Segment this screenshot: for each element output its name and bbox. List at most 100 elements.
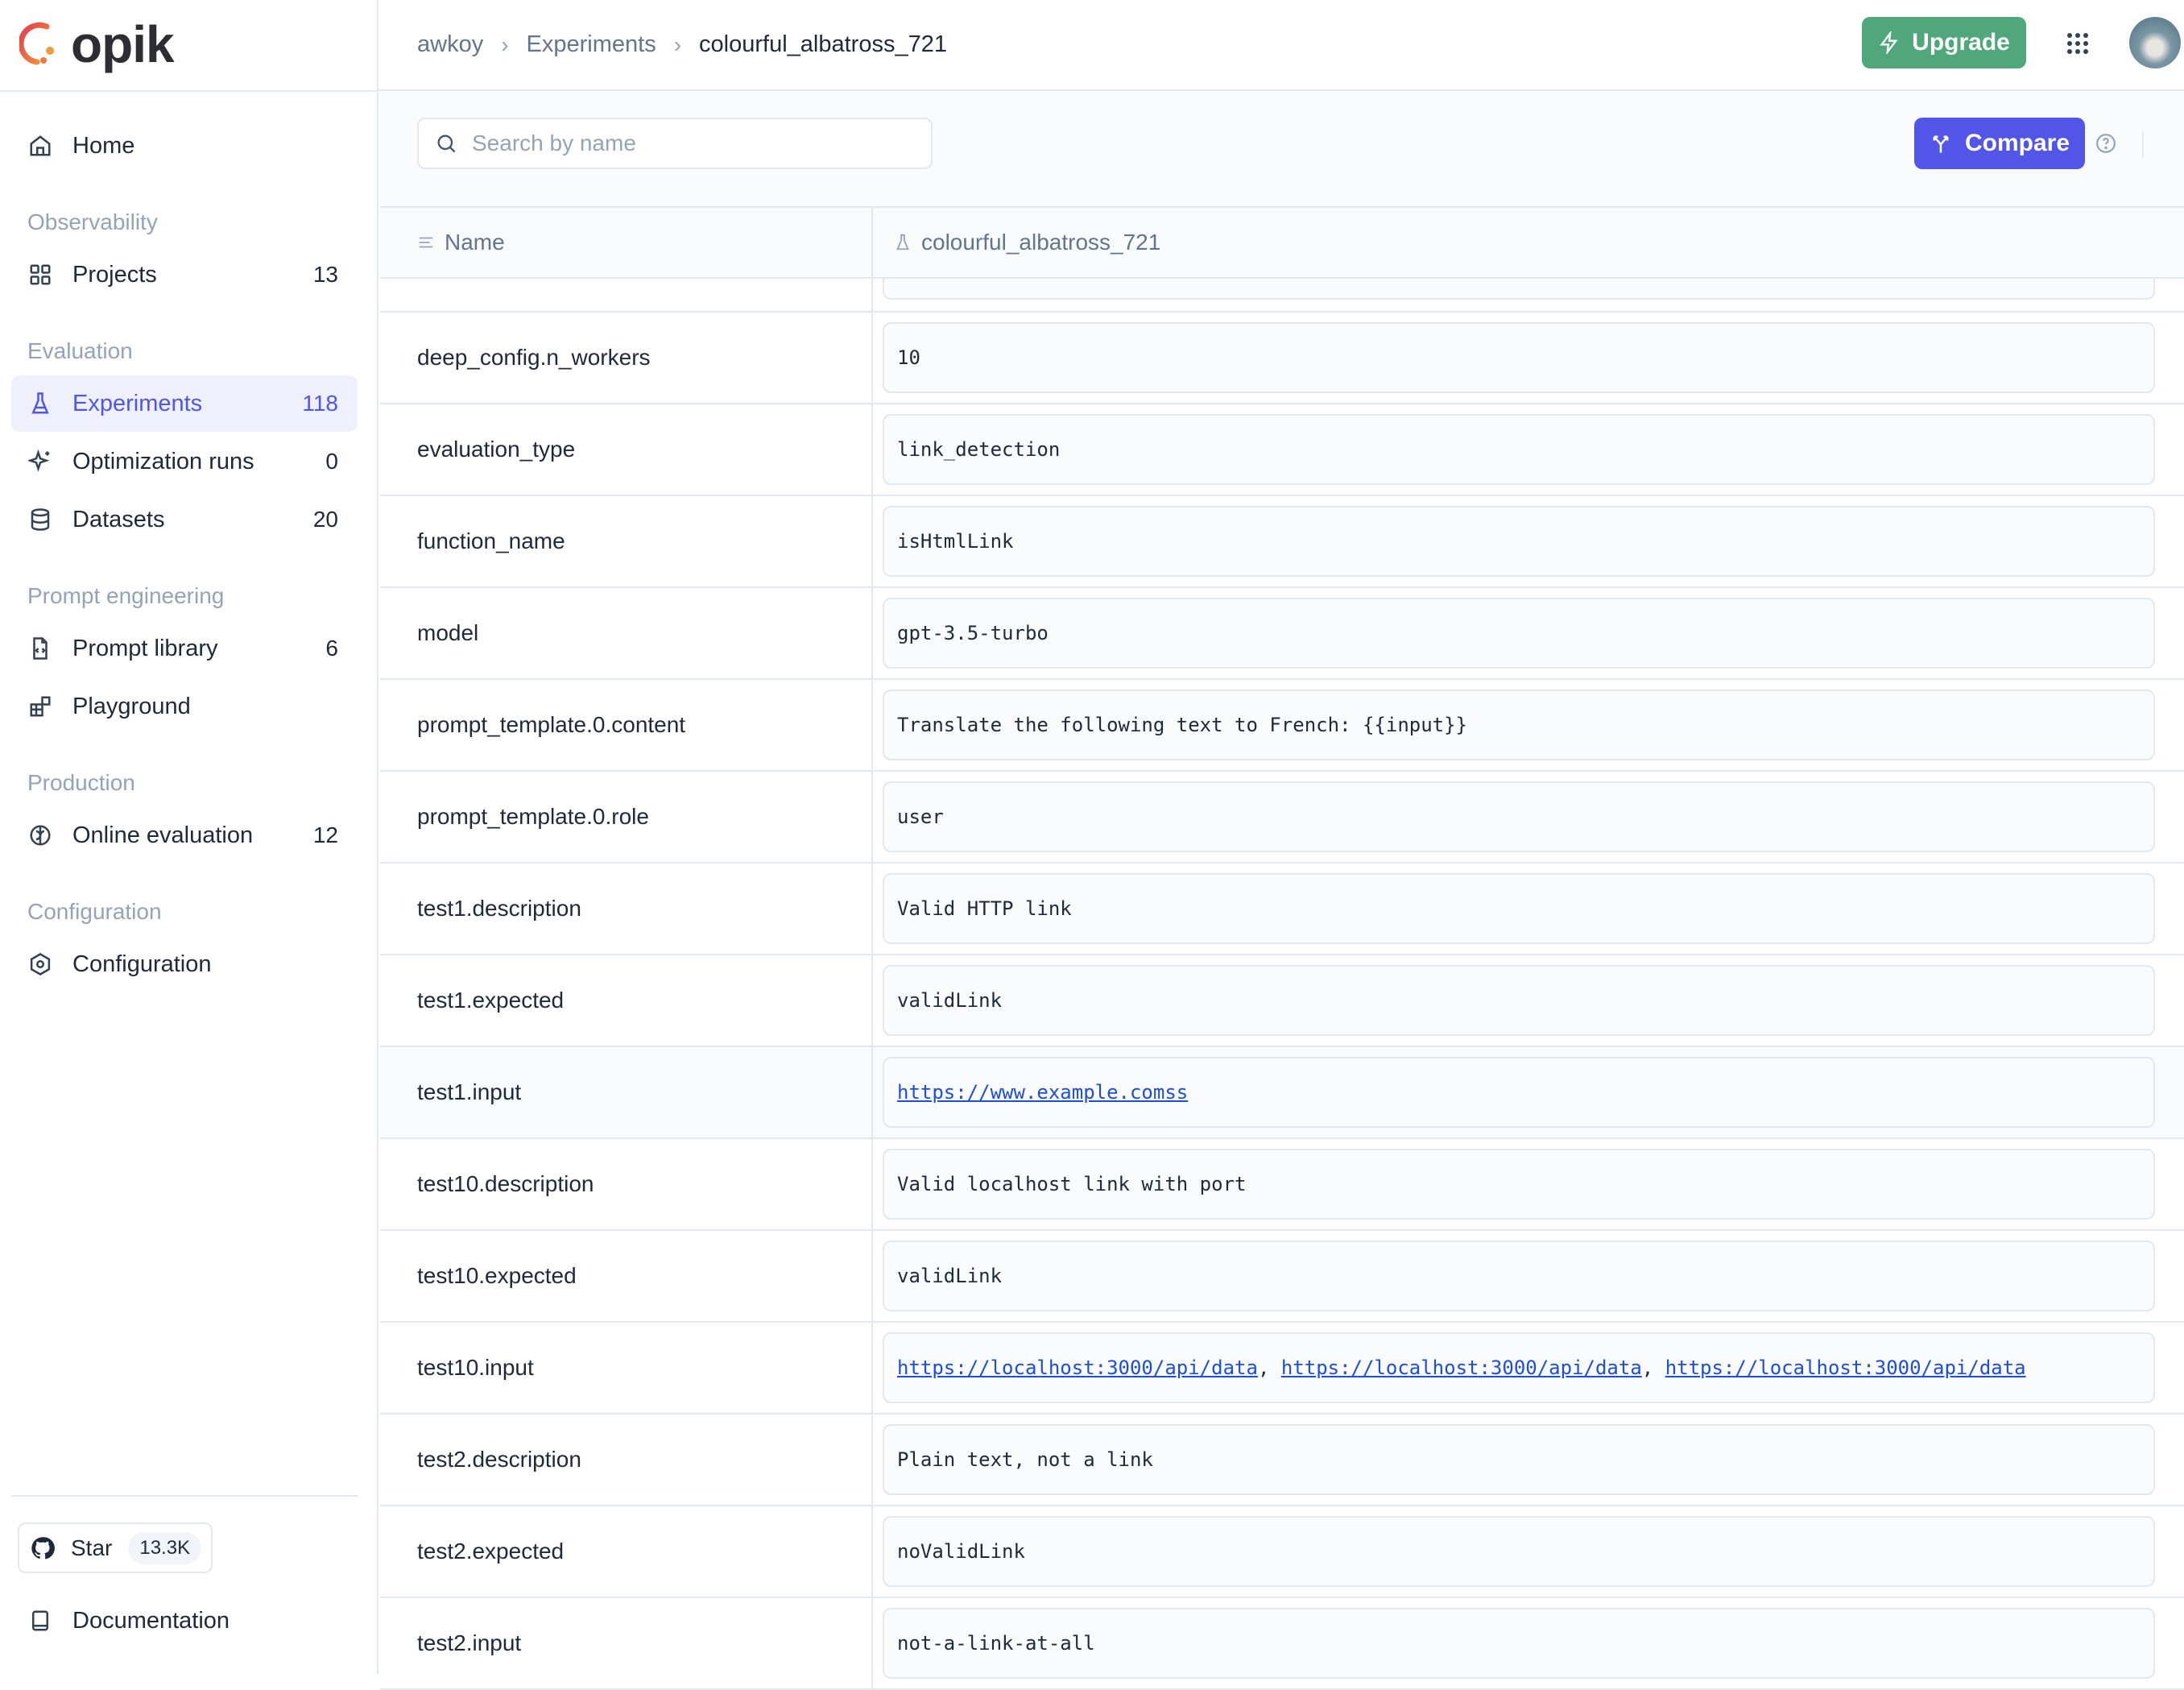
value-text: link_detection	[897, 438, 1061, 461]
sidebar-section-title: Evaluation	[27, 338, 133, 363]
table-body: deep_config.n_workers 10 evaluation_type li…	[380, 279, 2184, 1690]
table-row[interactable]: deep_config.n_workers 10	[380, 313, 2184, 404]
lightning-icon	[1880, 31, 1898, 54]
row-name: function_name	[380, 496, 873, 586]
divider	[11, 1495, 358, 1497]
column-header-experiment[interactable]: colourful_albatross_721	[873, 208, 1160, 277]
split-icon	[1933, 135, 1949, 153]
sidebar-item-label: Home	[72, 132, 135, 159]
file-code-icon	[27, 636, 53, 661]
row-name: prompt_template.0.role	[380, 772, 873, 862]
help-icon[interactable]	[2095, 133, 2116, 154]
value-box: Valid HTTP link	[883, 873, 2155, 944]
value-text: not-a-link-at-all	[897, 1632, 1095, 1655]
value-text: Translate the following text to French: …	[897, 714, 1468, 736]
grid-icon	[27, 262, 53, 288]
divider	[2142, 131, 2144, 157]
table-row[interactable]: test2.input not-a-link-at-all	[380, 1598, 2184, 1690]
table-row[interactable]: test10.description Valid localhost link w…	[380, 1139, 2184, 1231]
github-star-button[interactable]: Star 13.3K	[18, 1522, 213, 1573]
value-box: validLink	[883, 1241, 2155, 1311]
table-row[interactable]: test10.input https://localhost:3000/api/d…	[380, 1323, 2184, 1415]
compare-label: Compare	[1964, 130, 2070, 156]
blocks-icon	[27, 694, 53, 719]
column-header-label: colourful_albatross_721	[921, 230, 1161, 255]
value-text: user	[897, 806, 944, 828]
sparkles-icon	[27, 449, 53, 474]
column-header-name[interactable]: Name	[380, 208, 873, 277]
sidebar-item-home[interactable]: Home	[11, 118, 358, 174]
link-separator: ,	[1641, 1357, 1665, 1379]
github-icon	[31, 1536, 55, 1559]
value-link[interactable]: https://localhost:3000/api/data	[1280, 1357, 1642, 1379]
breadcrumb-experiments[interactable]: Experiments	[526, 31, 656, 57]
table-row[interactable]: model gpt-3.5-turbo	[380, 588, 2184, 680]
table-row[interactable]: test1.input https://www.example.comss	[380, 1047, 2184, 1139]
row-name: prompt_template.0.content	[380, 680, 873, 770]
table-row[interactable]: test1.description Valid HTTP link	[380, 864, 2184, 955]
sidebar-item-configuration[interactable]: Configuration	[11, 936, 358, 992]
compare-button[interactable]: Compare	[1914, 118, 2085, 169]
value-text: 10	[897, 346, 920, 369]
star-count: 13.3K	[128, 1531, 202, 1564]
sidebar: opik Home Observability Projects 13 Evaluat…	[0, 0, 378, 1674]
value-box: gpt-3.5-turbo	[883, 598, 2155, 669]
row-name: test10.expected	[380, 1231, 873, 1321]
row-name: test1.expected	[380, 955, 873, 1046]
sidebar-item-datasets[interactable]: Datasets 20	[11, 491, 358, 548]
sidebar-item-projects[interactable]: Projects 13	[11, 246, 358, 303]
search-input[interactable]	[472, 130, 923, 156]
sidebar-item-online-evaluation[interactable]: Online evaluation 12	[11, 807, 358, 864]
sidebar-item-optimization-runs[interactable]: Optimization runs 0	[11, 433, 358, 490]
value-box: validLink	[883, 965, 2155, 1036]
value-link[interactable]: https://localhost:3000/api/data	[1665, 1357, 2026, 1379]
upgrade-button[interactable]: Upgrade	[1862, 17, 2026, 68]
table-row[interactable]: test10.expected validLink	[380, 1231, 2184, 1323]
table-row[interactable]: prompt_template.0.content Translate the f…	[380, 680, 2184, 772]
sidebar-item-experiments[interactable]: Experiments 118	[11, 375, 358, 432]
sidebar-item-label: Optimization runs	[72, 448, 254, 474]
table-row	[380, 279, 2184, 313]
value-box: noValidLink	[883, 1516, 2155, 1587]
value-box: isHtmlLink	[883, 506, 2155, 577]
logo-text: opik	[71, 15, 175, 73]
user-avatar[interactable]	[2129, 17, 2181, 68]
value-box: https://localhost:3000/api/data, https:/…	[883, 1332, 2155, 1403]
value-text: noValidLink	[897, 1540, 1025, 1563]
value-link[interactable]: https://www.example.comss	[897, 1081, 1189, 1104]
apps-grid-icon[interactable]	[2066, 32, 2089, 55]
breadcrumb-workspace[interactable]: awkoy	[417, 31, 484, 57]
sidebar-item-documentation[interactable]: Documentation	[11, 1593, 358, 1649]
sidebar-item-count: 20	[312, 507, 338, 532]
sidebar-item-count: 6	[325, 636, 338, 661]
sidebar-item-count: 12	[312, 822, 338, 847]
sidebar-item-playground[interactable]: Playground	[11, 678, 358, 735]
value-link[interactable]: https://localhost:3000/api/data	[897, 1357, 1258, 1379]
sidebar-item-label: Projects	[72, 261, 157, 288]
flask-icon	[896, 234, 909, 251]
table-row[interactable]: test1.expected validLink	[380, 955, 2184, 1047]
search-box[interactable]	[417, 118, 933, 169]
chevron-right-icon: ›	[501, 31, 509, 57]
row-name: evaluation_type	[380, 404, 873, 495]
opik-logo-icon	[19, 22, 54, 65]
row-name: model	[380, 588, 873, 678]
toolbar: Compare	[380, 93, 2184, 208]
table-row[interactable]: test2.description Plain text, not a link	[380, 1415, 2184, 1506]
value-box: 10	[883, 322, 2155, 393]
value-box: https://www.example.comss	[883, 1057, 2155, 1128]
top-bar: awkoy › Experiments › colourful_albatros…	[378, 0, 2184, 91]
search-icon	[437, 135, 456, 153]
table-row[interactable]: function_name isHtmlLink	[380, 496, 2184, 588]
sidebar-item-prompt-library[interactable]: Prompt library 6	[11, 620, 358, 677]
row-name: test2.expected	[380, 1506, 873, 1597]
sidebar-section-title: Prompt engineering	[27, 583, 225, 608]
home-icon	[27, 133, 53, 159]
upgrade-label: Upgrade	[1912, 29, 2010, 56]
sidebar-item-label: Playground	[72, 693, 191, 719]
value-box: user	[883, 781, 2155, 852]
table-row[interactable]: prompt_template.0.role user	[380, 772, 2184, 864]
table-row[interactable]: test2.expected noValidLink	[380, 1506, 2184, 1598]
opik-logo[interactable]: opik	[19, 15, 175, 73]
table-row[interactable]: evaluation_type link_detection	[380, 404, 2184, 496]
